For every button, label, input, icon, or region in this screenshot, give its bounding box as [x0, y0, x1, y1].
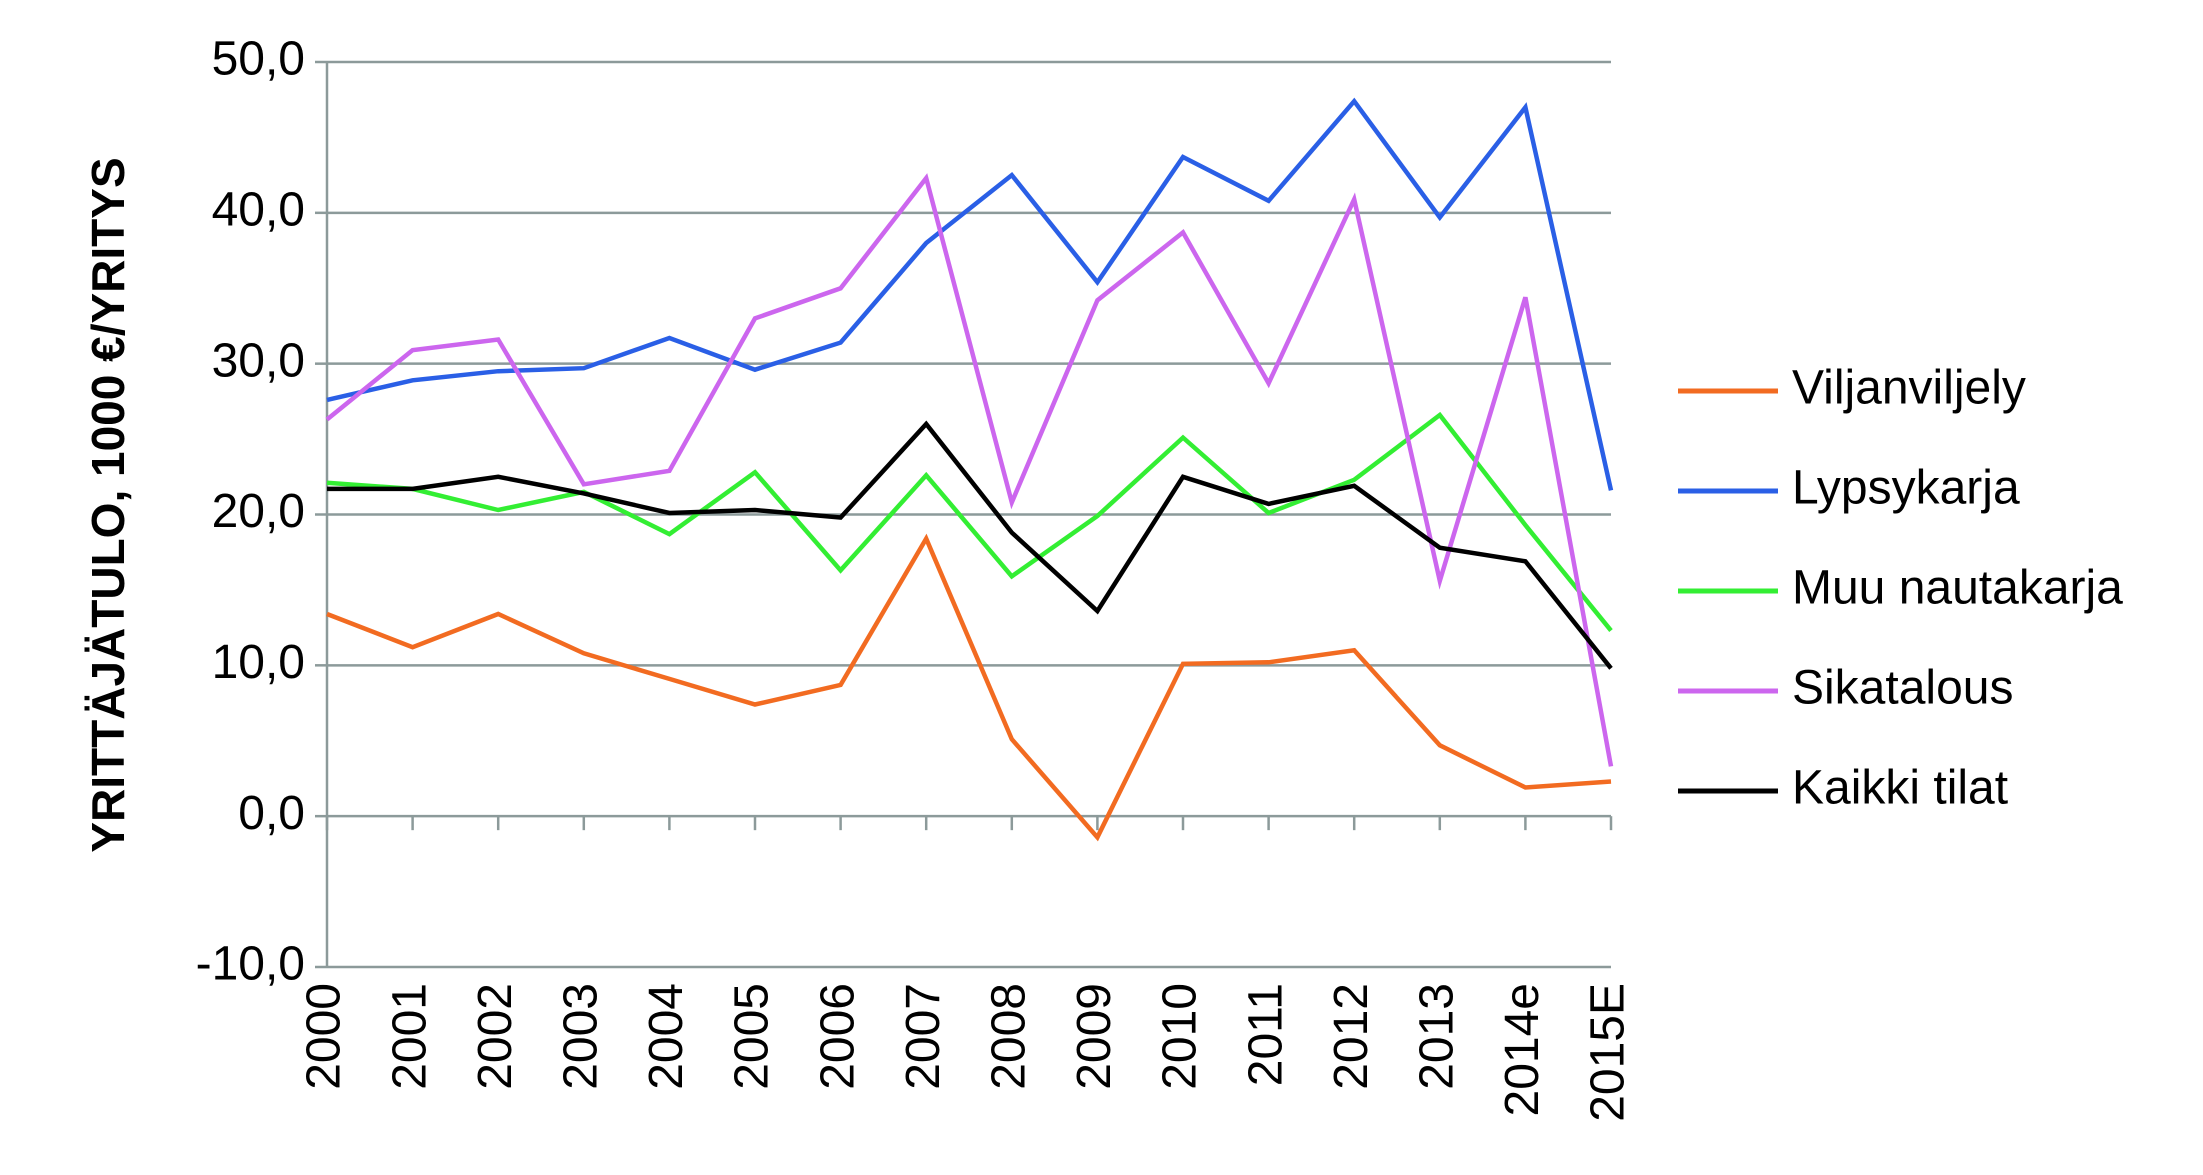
y-axis-label: YRITTÄJÄTULO, 1000 €/YRITYS: [82, 157, 134, 852]
y-tick-label: 40,0: [212, 184, 305, 237]
axes: [315, 60, 1613, 969]
x-tick-label: 2001: [383, 983, 436, 1090]
legend-label: Muu nautakarja: [1792, 562, 2123, 615]
x-tick-label: 2015E: [1582, 983, 1635, 1122]
x-tick-label: 2004: [640, 983, 693, 1090]
y-tick-label: -10,0: [196, 938, 305, 991]
x-tick-label: 2013: [1410, 983, 1463, 1090]
y-tick-label: 10,0: [212, 636, 305, 689]
x-tick-label: 2012: [1325, 983, 1378, 1090]
x-tick-labels: 2000 2001 2002 2003 2004 2005 2006 2007 2008 2009…: [298, 983, 1635, 1122]
x-tick-label: 2003: [554, 983, 607, 1090]
y-tick-label: 20,0: [212, 485, 305, 538]
x-tick-label: 2008: [982, 983, 1035, 1090]
y-tick-label: 30,0: [212, 334, 305, 387]
y-tick-labels: -10,0 0,0 10,0 20,0 30,0 40,0 50,0: [196, 33, 305, 991]
series-line-2: [326, 411, 1613, 633]
x-tick-label: 2009: [1068, 983, 1121, 1090]
legend: Viljanviljely Lypsykarja Muu nautakarja Sik…: [1678, 362, 2123, 815]
x-tick-label: 2014e: [1496, 983, 1549, 1116]
legend-label: Lypsykarja: [1792, 462, 2020, 515]
series-line-1: [326, 97, 1614, 491]
legend-label: Viljanviljely: [1792, 362, 2026, 415]
x-tick-label: 2005: [726, 983, 779, 1090]
legend-label: Kaikki tilat: [1792, 762, 2008, 815]
series-line-3: [325, 173, 1614, 767]
legend-label: Sikatalous: [1792, 662, 2013, 715]
series-line-4: [327, 420, 1613, 670]
x-tick-label: 2002: [469, 983, 522, 1090]
x-tick-label: 2007: [897, 983, 950, 1090]
x-tick-label: 2000: [298, 983, 351, 1090]
y-tick-label: 50,0: [212, 33, 305, 86]
series-lines: [325, 97, 1614, 842]
series-line-0: [326, 533, 1612, 842]
gridlines: [327, 60, 1611, 969]
x-tick-label: 2011: [1239, 983, 1292, 1086]
x-tick-label: 2010: [1154, 983, 1207, 1090]
y-tick-label: 0,0: [238, 787, 305, 840]
x-tick-label: 2006: [811, 983, 864, 1090]
